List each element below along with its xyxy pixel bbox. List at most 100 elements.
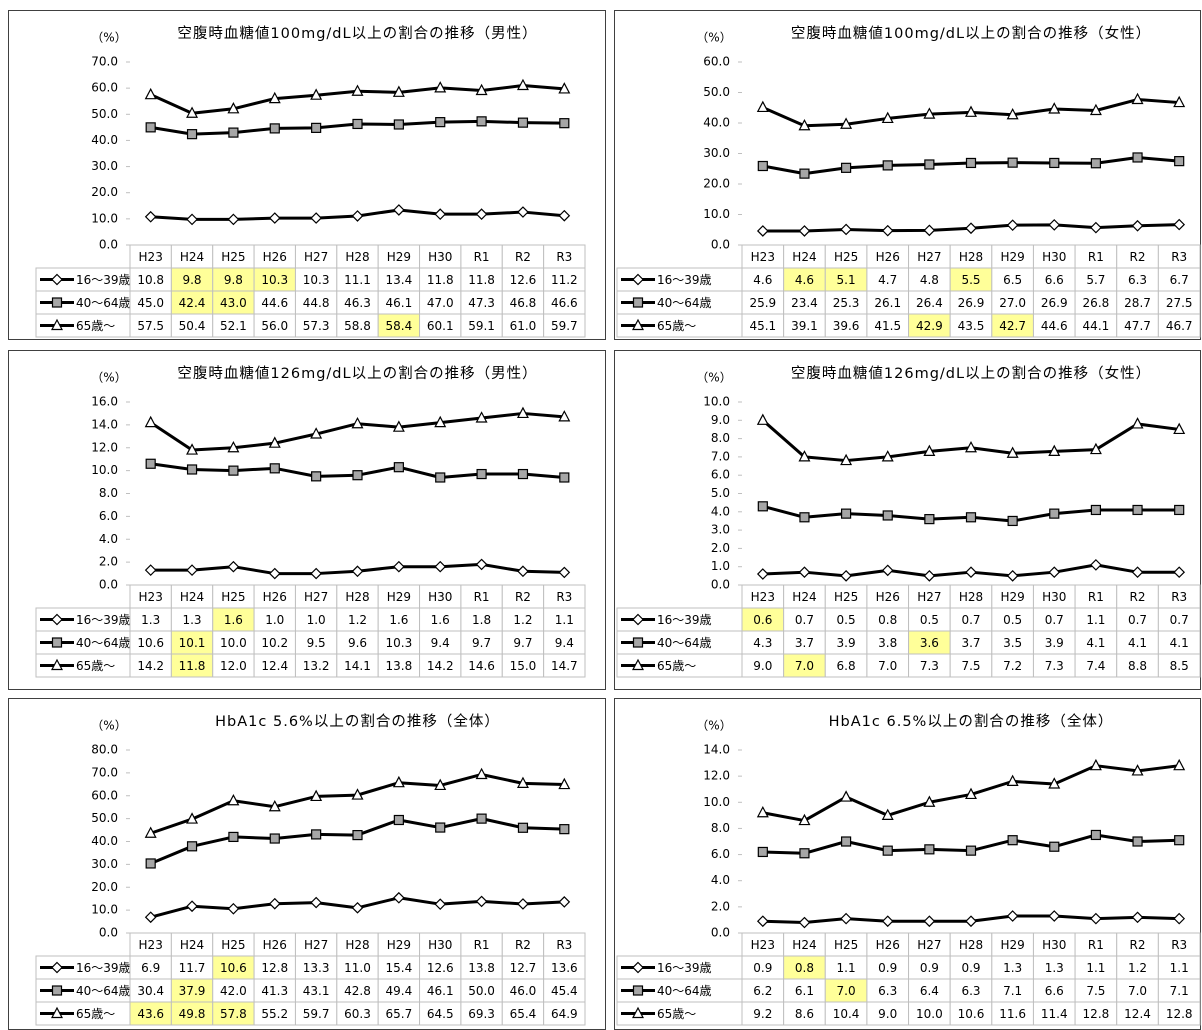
legend-marker xyxy=(51,297,63,308)
value-label: 42.7 xyxy=(999,319,1026,333)
value-label: 0.8 xyxy=(878,613,897,627)
value-label: 14.7 xyxy=(551,659,578,673)
marker-diamond xyxy=(227,560,240,573)
marker-diamond xyxy=(881,915,894,928)
value-label: 10.3 xyxy=(386,636,413,650)
marker-square xyxy=(965,512,977,523)
marker-triangle xyxy=(881,450,894,462)
value-label: 15.4 xyxy=(386,961,413,975)
value-label: 3.9 xyxy=(837,636,856,650)
value-label: 4.8 xyxy=(920,273,939,287)
value-label: 8.6 xyxy=(795,1007,814,1021)
value-label: 13.2 xyxy=(303,659,330,673)
y-tick-label: 20.0 xyxy=(91,880,118,894)
value-label: 0.7 xyxy=(961,613,980,627)
marker-triangle xyxy=(923,795,936,807)
marker-square xyxy=(882,845,893,856)
marker-diamond xyxy=(558,566,571,579)
marker-square xyxy=(517,468,529,480)
value-label: 64.9 xyxy=(551,1007,578,1021)
y-tick-label: 50.0 xyxy=(91,811,118,825)
value-label: 46.3 xyxy=(344,296,371,310)
x-tick-label: R1 xyxy=(1088,938,1104,952)
marker-diamond xyxy=(1090,912,1102,925)
marker-triangle xyxy=(840,117,853,129)
marker-triangle xyxy=(516,406,529,419)
marker-square xyxy=(186,841,198,852)
marker-square xyxy=(1007,835,1018,846)
x-tick-label: R3 xyxy=(556,250,572,264)
marker-diamond xyxy=(186,900,198,913)
marker-diamond xyxy=(1006,910,1019,922)
value-label: 1.6 xyxy=(389,613,408,627)
value-label: 7.1 xyxy=(1003,984,1022,998)
legend-label: 65歳～ xyxy=(76,659,115,673)
legend-label: 16～39歳 xyxy=(76,961,131,975)
x-tick-label: H29 xyxy=(387,590,411,604)
y-tick-label: 60.0 xyxy=(703,55,730,69)
marker-square xyxy=(145,458,156,469)
marker-triangle xyxy=(1089,103,1102,116)
marker-triangle xyxy=(475,83,488,96)
y-tick-label: 10.0 xyxy=(703,395,730,409)
marker-square xyxy=(882,510,893,521)
value-label: 46.1 xyxy=(386,296,413,310)
marker-diamond xyxy=(965,566,977,579)
marker-diamond xyxy=(923,915,936,928)
value-label: 3.7 xyxy=(795,636,814,650)
x-tick-label: R2 xyxy=(1130,250,1146,264)
value-label: 46.0 xyxy=(510,984,537,998)
value-label: 1.1 xyxy=(837,961,856,975)
value-label: 42.8 xyxy=(344,984,371,998)
marker-square xyxy=(1049,841,1060,852)
value-label: 47.7 xyxy=(1124,319,1151,333)
marker-triangle xyxy=(965,787,977,800)
legend-label: 40～64歳 xyxy=(657,296,712,310)
marker-triangle xyxy=(392,420,405,432)
legend-label: 40～64歳 xyxy=(76,296,131,310)
marker-triangle xyxy=(840,453,853,466)
marker-triangle xyxy=(881,808,894,820)
marker-square xyxy=(145,122,156,133)
value-label: 9.8 xyxy=(182,273,201,287)
marker-square xyxy=(1132,836,1143,847)
y-tick-label: 10.0 xyxy=(91,211,118,225)
chart-title: HbA1c 6.5%以上の割合の推移（全体） xyxy=(829,712,1114,730)
y-tick-label: 12.0 xyxy=(703,769,730,783)
x-tick-label: H27 xyxy=(917,250,941,264)
x-tick-label: H27 xyxy=(917,590,941,604)
marker-square xyxy=(311,829,322,840)
panel-border xyxy=(614,350,1201,690)
y-tick-label: 10.0 xyxy=(703,207,730,221)
value-label: 30.4 xyxy=(137,984,164,998)
marker-square xyxy=(269,463,280,474)
marker-diamond xyxy=(144,210,157,223)
y-tick-label: 40.0 xyxy=(91,133,118,147)
value-label: 57.5 xyxy=(137,319,164,333)
marker-triangle xyxy=(1131,764,1144,776)
value-label: 4.1 xyxy=(1128,636,1147,650)
marker-triangle xyxy=(1006,107,1019,120)
marker-square xyxy=(559,472,570,483)
x-tick-label: H27 xyxy=(304,590,328,604)
legend-label: 16～39歳 xyxy=(657,273,712,287)
panel-border xyxy=(8,350,606,690)
legend-marker xyxy=(632,613,644,626)
y-tick-label: 0.0 xyxy=(99,926,118,940)
value-label: 7.5 xyxy=(1086,984,1105,998)
marker-diamond xyxy=(351,210,364,222)
value-label: 13.6 xyxy=(551,961,578,975)
y-tick-label: 70.0 xyxy=(91,765,118,779)
value-label: 43.1 xyxy=(303,984,330,998)
marker-triangle xyxy=(798,118,811,131)
value-label: 14.2 xyxy=(137,659,164,673)
legend-marker xyxy=(51,985,63,996)
marker-square xyxy=(1174,835,1185,846)
x-tick-label: H23 xyxy=(139,938,163,952)
value-label: 10.1 xyxy=(179,636,206,650)
x-tick-label: R2 xyxy=(515,250,531,264)
value-label: 1.8 xyxy=(472,613,491,627)
legend-marker xyxy=(51,637,63,648)
marker-triangle xyxy=(558,82,571,94)
x-tick-label: H29 xyxy=(387,938,411,952)
